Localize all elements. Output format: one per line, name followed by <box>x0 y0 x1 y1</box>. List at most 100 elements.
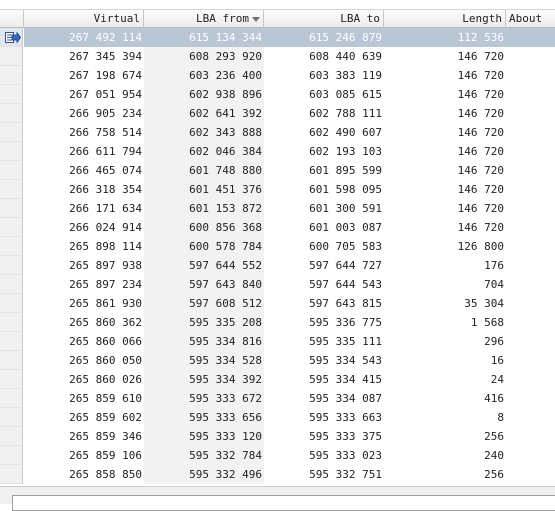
cell-lba-to: 595 333 375 <box>309 430 382 443</box>
bottom-text-box[interactable] <box>12 495 555 511</box>
header-virtual[interactable]: Virtual <box>24 10 144 28</box>
cell-about <box>506 465 555 484</box>
row-indicator[interactable] <box>0 161 23 180</box>
table-row[interactable]: 266 171 634 601 153 872 601 300 591 146 720 <box>0 199 555 218</box>
table-row[interactable]: 265 859 106 595 332 784 595 333 023 240 <box>0 446 555 465</box>
row-indicator[interactable] <box>0 351 23 370</box>
cell-virtual: 265 859 602 <box>69 411 142 424</box>
table-row[interactable]: 266 611 794 602 046 384 602 193 103 146 720 <box>0 142 555 161</box>
row-indicator[interactable] <box>0 180 23 199</box>
row-indicator[interactable] <box>0 332 23 351</box>
cell-lba-to: 615 246 879 <box>264 28 384 47</box>
header-lba-from[interactable]: LBA from <box>144 10 264 28</box>
table-row[interactable]: 266 024 914 600 856 368 601 003 087 146 720 <box>0 218 555 237</box>
row-indicator[interactable] <box>0 66 23 85</box>
cell-about <box>506 256 555 275</box>
table-row[interactable]: 267 198 674 603 236 400 603 383 119 146 720 <box>0 66 555 85</box>
cell-virtual: 266 171 634 <box>69 202 142 215</box>
table-row[interactable]: 265 860 026 595 334 392 595 334 415 24 <box>0 370 555 389</box>
cell-lba-from: 595 334 392 <box>144 370 264 389</box>
cell-lba-to: 601 003 087 <box>309 221 382 234</box>
header-lba-to[interactable]: LBA to <box>264 10 384 28</box>
row-indicator[interactable] <box>0 28 23 47</box>
cell-virtual: 265 860 050 <box>69 354 142 367</box>
row-indicator[interactable] <box>0 313 23 332</box>
cell-lba-from: 597 608 512 <box>144 294 264 313</box>
table-row[interactable]: 265 897 938 597 644 552 597 644 727 176 <box>0 256 555 275</box>
cell-lba-to: 602 490 607 <box>309 126 382 139</box>
cell-virtual: 265 859 610 <box>69 392 142 405</box>
table-row[interactable]: 267 345 394 608 293 920 608 440 639 146 720 <box>0 47 555 66</box>
cell-about <box>506 370 555 389</box>
row-indicator[interactable] <box>0 104 23 123</box>
table-row[interactable]: 265 859 346 595 333 120 595 333 375 256 <box>0 427 555 446</box>
cell-virtual: 267 492 114 <box>24 28 144 47</box>
row-indicator[interactable] <box>0 123 23 142</box>
cell-lba-from: 601 748 880 <box>144 161 264 180</box>
row-indicator[interactable] <box>0 199 23 218</box>
table-row[interactable]: 267 492 114 615 134 344 615 246 879 112 536 <box>0 28 555 47</box>
row-indicator[interactable] <box>0 294 23 313</box>
cell-lba-to: 595 333 023 <box>309 449 382 462</box>
table-row[interactable]: 266 465 074 601 748 880 601 895 599 146 720 <box>0 161 555 180</box>
row-indicator[interactable] <box>0 237 23 256</box>
table-row[interactable]: 265 860 362 595 335 208 595 336 775 1 568 <box>0 313 555 332</box>
cell-length: 146 720 <box>457 50 504 63</box>
cell-about <box>506 427 555 446</box>
cell-length: 146 720 <box>457 69 504 82</box>
row-indicator[interactable] <box>0 408 23 427</box>
cell-length: 1 568 <box>470 316 504 329</box>
cell-about <box>506 66 555 85</box>
header-about[interactable]: About <box>506 10 555 28</box>
cell-length: 176 <box>484 259 504 272</box>
row-indicator[interactable] <box>0 446 23 465</box>
cell-lba-from: 595 333 656 <box>144 408 264 427</box>
table-row[interactable]: 265 860 066 595 334 816 595 335 111 296 <box>0 332 555 351</box>
current-row-pointer-icon <box>5 32 21 43</box>
table-row[interactable]: 265 897 234 597 643 840 597 644 543 704 <box>0 275 555 294</box>
cell-lba-to: 595 334 415 <box>309 373 382 386</box>
cell-about <box>506 294 555 313</box>
cell-virtual: 265 859 106 <box>69 449 142 462</box>
row-indicator[interactable] <box>0 275 23 294</box>
cell-about <box>506 275 555 294</box>
cell-length: 296 <box>484 335 504 348</box>
cell-about <box>506 351 555 370</box>
cell-lba-to: 601 300 591 <box>309 202 382 215</box>
cell-lba-from: 595 335 208 <box>144 313 264 332</box>
header-lba-from-label: LBA from <box>196 12 249 25</box>
header-length[interactable]: Length <box>384 10 506 28</box>
cell-lba-from: 597 643 840 <box>144 275 264 294</box>
cell-about <box>506 123 555 142</box>
table-row[interactable]: 267 051 954 602 938 896 603 085 615 146 720 <box>0 85 555 104</box>
cell-virtual: 265 861 930 <box>69 297 142 310</box>
cell-virtual: 267 051 954 <box>69 88 142 101</box>
table-row[interactable]: 265 859 610 595 333 672 595 334 087 416 <box>0 389 555 408</box>
row-indicator[interactable] <box>0 370 23 389</box>
table-row[interactable]: 265 898 114 600 578 784 600 705 583 126 800 <box>0 237 555 256</box>
table-row[interactable]: 265 860 050 595 334 528 595 334 543 16 <box>0 351 555 370</box>
cell-lba-from: 595 332 496 <box>144 465 264 484</box>
row-indicator[interactable] <box>0 85 23 104</box>
cell-lba-from: 602 641 392 <box>144 104 264 123</box>
cell-lba-from: 603 236 400 <box>144 66 264 85</box>
cell-lba-from: 600 578 784 <box>144 237 264 256</box>
table-row[interactable]: 266 318 354 601 451 376 601 598 095 146 720 <box>0 180 555 199</box>
row-indicator[interactable] <box>0 142 23 161</box>
table-row[interactable]: 265 858 850 595 332 496 595 332 751 256 <box>0 465 555 484</box>
table-row[interactable]: 266 758 514 602 343 888 602 490 607 146 720 <box>0 123 555 142</box>
cell-virtual: 266 905 234 <box>69 107 142 120</box>
row-indicator[interactable] <box>0 465 23 484</box>
row-indicator[interactable] <box>0 47 23 66</box>
cell-virtual: 266 318 354 <box>69 183 142 196</box>
row-indicator[interactable] <box>0 256 23 275</box>
cell-length: 16 <box>490 354 504 367</box>
table-row[interactable]: 266 905 234 602 641 392 602 788 111 146 720 <box>0 104 555 123</box>
cell-lba-to: 597 644 727 <box>309 259 382 272</box>
row-indicator[interactable] <box>0 389 23 408</box>
table-row[interactable]: 265 861 930 597 608 512 597 643 815 35 304 <box>0 294 555 313</box>
cell-lba-to: 603 085 615 <box>309 88 382 101</box>
row-indicator[interactable] <box>0 218 23 237</box>
table-row[interactable]: 265 859 602 595 333 656 595 333 663 8 <box>0 408 555 427</box>
row-indicator[interactable] <box>0 427 23 446</box>
